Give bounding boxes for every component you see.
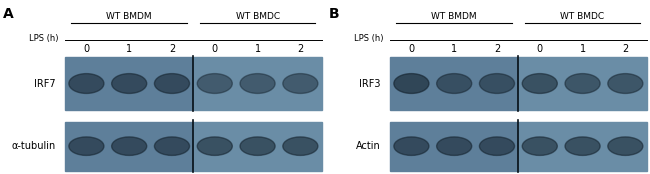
Text: LPS (h): LPS (h) <box>29 34 58 43</box>
Text: B: B <box>328 7 339 21</box>
Bar <box>390 57 519 110</box>
Ellipse shape <box>480 74 515 93</box>
Text: WT BMDC: WT BMDC <box>560 12 604 21</box>
Ellipse shape <box>437 74 472 93</box>
Bar <box>519 57 647 110</box>
Text: IRF3: IRF3 <box>359 78 380 89</box>
Ellipse shape <box>197 74 232 93</box>
Text: α-tubulin: α-tubulin <box>11 141 55 151</box>
Text: WT BMDC: WT BMDC <box>235 12 280 21</box>
Ellipse shape <box>480 137 515 155</box>
Ellipse shape <box>155 74 190 93</box>
Ellipse shape <box>112 137 147 155</box>
Text: 0: 0 <box>537 44 543 54</box>
Ellipse shape <box>522 137 557 155</box>
Text: 2: 2 <box>622 44 629 54</box>
Text: 0: 0 <box>212 44 218 54</box>
Ellipse shape <box>565 74 600 93</box>
Ellipse shape <box>394 74 429 93</box>
Text: LPS (h): LPS (h) <box>354 34 383 43</box>
Ellipse shape <box>608 137 643 155</box>
Text: 0: 0 <box>83 44 90 54</box>
Ellipse shape <box>69 74 104 93</box>
Bar <box>519 122 647 171</box>
Ellipse shape <box>240 74 275 93</box>
Text: 2: 2 <box>494 44 500 54</box>
Ellipse shape <box>522 74 557 93</box>
Ellipse shape <box>394 137 429 155</box>
Text: 2: 2 <box>169 44 175 54</box>
Bar <box>194 57 322 110</box>
Text: A: A <box>3 7 14 21</box>
Bar <box>65 122 194 171</box>
Ellipse shape <box>197 137 232 155</box>
Text: WT BMDM: WT BMDM <box>432 12 477 21</box>
Ellipse shape <box>112 74 147 93</box>
Ellipse shape <box>283 74 318 93</box>
Text: 1: 1 <box>126 44 132 54</box>
Text: IRF7: IRF7 <box>34 78 55 89</box>
Ellipse shape <box>283 137 318 155</box>
Text: 1: 1 <box>451 44 457 54</box>
Bar <box>390 122 519 171</box>
Ellipse shape <box>240 137 275 155</box>
Ellipse shape <box>565 137 600 155</box>
Ellipse shape <box>437 137 472 155</box>
Text: 1: 1 <box>255 44 261 54</box>
Bar <box>65 57 194 110</box>
Ellipse shape <box>608 74 643 93</box>
Text: 1: 1 <box>580 44 586 54</box>
Bar <box>194 122 322 171</box>
Text: Actin: Actin <box>356 141 380 151</box>
Text: 0: 0 <box>408 44 415 54</box>
Text: 2: 2 <box>297 44 304 54</box>
Ellipse shape <box>69 137 104 155</box>
Ellipse shape <box>155 137 190 155</box>
Text: WT BMDM: WT BMDM <box>107 12 152 21</box>
